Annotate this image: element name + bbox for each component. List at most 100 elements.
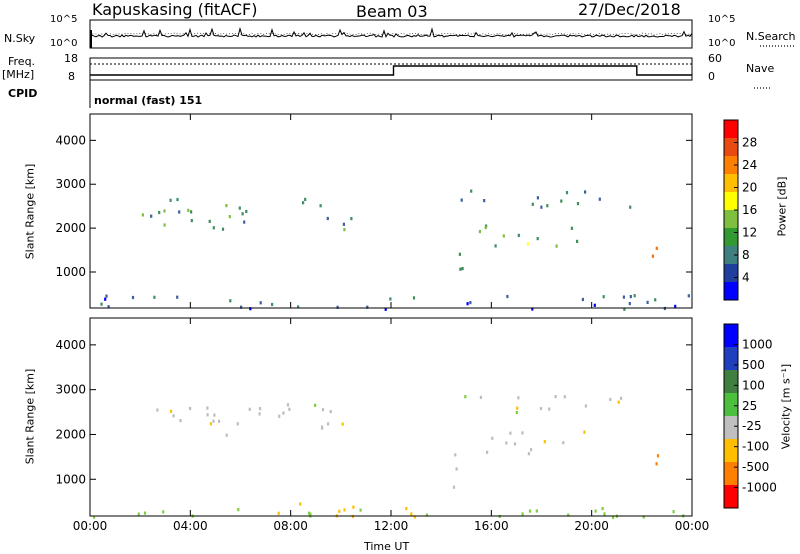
p2-colorbar-tick-label: 1000 bbox=[742, 337, 773, 351]
p1-cell bbox=[389, 297, 392, 301]
p1-cell bbox=[238, 206, 241, 210]
p2-cell bbox=[535, 509, 538, 513]
p1-cell bbox=[483, 199, 486, 203]
p1-colorbar-segment bbox=[724, 192, 738, 211]
p1-cell bbox=[654, 298, 657, 302]
p1-cell bbox=[531, 307, 534, 311]
p2-colorbar-tick-label: 25 bbox=[742, 399, 757, 413]
p2-cell bbox=[539, 407, 543, 411]
xtick-label: 16:00 bbox=[474, 519, 509, 533]
p1-cell bbox=[629, 295, 632, 299]
p1-cell bbox=[623, 307, 626, 311]
p1-cell bbox=[131, 295, 135, 300]
p1-cell bbox=[494, 244, 497, 248]
p2-cell bbox=[189, 406, 192, 411]
p1-cell bbox=[536, 196, 539, 200]
p1-colorbar-tick-label: 28 bbox=[742, 136, 757, 150]
p2-cell bbox=[517, 396, 520, 400]
cpid-label: CPID bbox=[8, 87, 38, 100]
p1-cell bbox=[297, 305, 300, 309]
p1-cell bbox=[460, 198, 463, 202]
p2-colorbar-segment bbox=[724, 324, 738, 348]
xtick-label: 08:00 bbox=[273, 519, 308, 533]
p2-cell bbox=[527, 452, 530, 456]
p2-cell bbox=[259, 407, 262, 411]
p1-cell bbox=[570, 226, 573, 230]
p2-colorbar-segment bbox=[724, 393, 738, 417]
p2-cell bbox=[314, 403, 317, 407]
cpid-value: normal (fast) 151 bbox=[94, 94, 203, 107]
p1-colorbar-tick-label: 4 bbox=[742, 271, 750, 285]
p1-cell bbox=[633, 294, 636, 298]
p1-cell bbox=[366, 305, 369, 309]
p1-cell bbox=[304, 197, 307, 201]
p2-cell bbox=[479, 395, 482, 399]
p2-cell bbox=[603, 512, 606, 516]
p2-colorbar-tick-label: -100 bbox=[742, 440, 769, 454]
p2-colorbar-tick-label: -500 bbox=[742, 460, 769, 474]
p1-cell bbox=[565, 191, 569, 195]
p2-colorbar-tick-label: 500 bbox=[742, 358, 765, 372]
p2-cell bbox=[236, 422, 239, 426]
p2-cell bbox=[543, 440, 546, 444]
nsky-tick-high: 10^5 bbox=[50, 14, 78, 25]
freq-line bbox=[90, 65, 692, 76]
p2-cell bbox=[225, 433, 228, 437]
p2-cell bbox=[169, 409, 173, 413]
p1-cell bbox=[107, 305, 110, 309]
p1-cell bbox=[240, 305, 243, 309]
p2-colorbar-segment bbox=[724, 347, 738, 371]
p1-cell bbox=[105, 294, 108, 298]
p1-ytick-label: 2000 bbox=[55, 221, 86, 235]
p2-cell bbox=[286, 403, 290, 407]
p2-cell bbox=[341, 422, 344, 426]
p2-cell bbox=[410, 512, 413, 516]
p2-cell bbox=[321, 408, 325, 412]
p2-cell bbox=[137, 512, 140, 516]
p2-cell bbox=[338, 509, 341, 513]
p2-cell bbox=[515, 410, 518, 415]
p1-cell bbox=[458, 252, 461, 256]
p1-cell bbox=[555, 244, 558, 248]
p2-colorbar-segment bbox=[724, 370, 738, 394]
p2-cell bbox=[609, 397, 612, 401]
p1-cell bbox=[581, 297, 584, 302]
p2-cell bbox=[455, 467, 458, 471]
p2-cell bbox=[413, 515, 416, 519]
freq-unit: [MHz] bbox=[2, 68, 35, 81]
p2-cell bbox=[563, 395, 566, 399]
p1-cell bbox=[350, 217, 353, 221]
nsearch-tick-high: 10^5 bbox=[708, 14, 736, 25]
date-title: 27/Dec/2018 bbox=[578, 0, 681, 19]
p2-cell bbox=[209, 422, 212, 426]
p2-colorbar-segment bbox=[724, 416, 738, 440]
xtick-label: 20:00 bbox=[574, 519, 609, 533]
p2-cell bbox=[454, 453, 457, 457]
nsky-line bbox=[89, 26, 693, 39]
p2-ytick-label: 3000 bbox=[55, 383, 86, 397]
p2-cell bbox=[359, 508, 362, 512]
p1-cell bbox=[576, 239, 579, 243]
p1-heatmap-cells bbox=[100, 189, 690, 311]
p1-cell bbox=[461, 267, 464, 271]
p1-cell bbox=[212, 226, 215, 230]
p2-cell bbox=[156, 408, 159, 412]
p2-cell bbox=[505, 441, 508, 445]
p1-cell bbox=[229, 299, 232, 303]
p1-cell bbox=[469, 301, 472, 305]
p2-cell bbox=[405, 507, 408, 511]
p1-cell bbox=[141, 213, 144, 217]
p2-cell bbox=[567, 513, 570, 517]
p1-cell bbox=[576, 202, 580, 206]
p1-colorbar-segment bbox=[724, 228, 738, 247]
p2-cell bbox=[617, 400, 620, 404]
p2-cell bbox=[282, 411, 285, 415]
p1-cell bbox=[326, 216, 329, 221]
p1-cell bbox=[225, 204, 228, 208]
p1-cell bbox=[655, 246, 658, 250]
p1-cell bbox=[502, 234, 505, 238]
p1-cell bbox=[628, 302, 631, 306]
p2-cell bbox=[513, 442, 517, 446]
p2-colorbar-tick-label: -1000 bbox=[742, 481, 777, 495]
